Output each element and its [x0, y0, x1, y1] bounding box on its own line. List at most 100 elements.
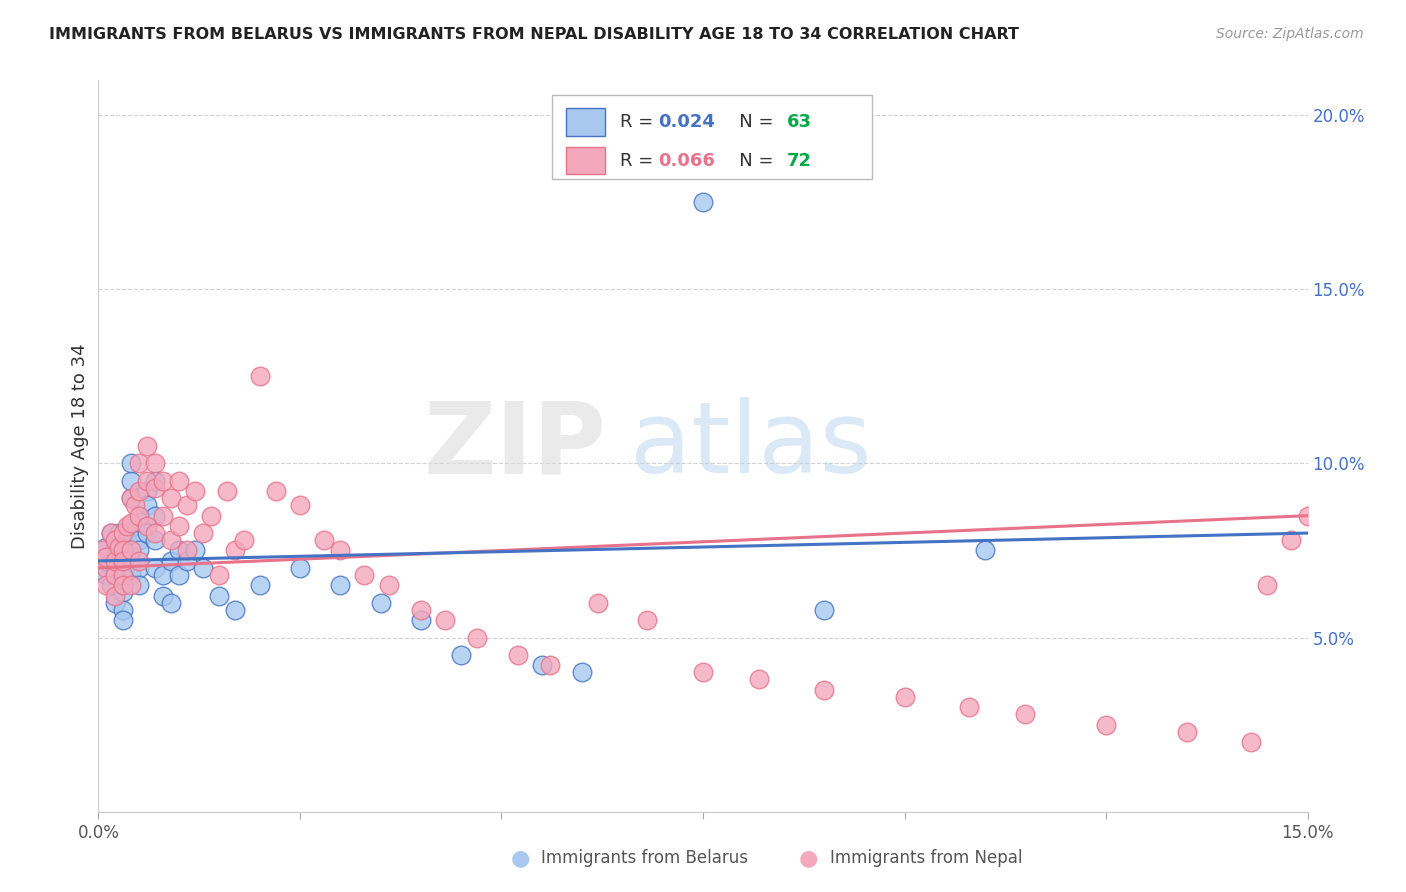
Point	[135, 519, 157, 533]
Point	[120, 516, 142, 530]
Point	[103, 567, 125, 582]
Point	[128, 561, 150, 575]
Point	[128, 554, 150, 568]
Point	[143, 474, 166, 488]
Point	[111, 585, 134, 599]
Point	[692, 195, 714, 210]
Point	[184, 543, 207, 558]
Text: Source: ZipAtlas.com: Source: ZipAtlas.com	[1216, 27, 1364, 41]
Point	[100, 526, 122, 541]
Point	[111, 554, 134, 568]
Point	[1296, 508, 1319, 523]
Point	[1175, 724, 1198, 739]
Point	[208, 567, 231, 582]
Point	[288, 561, 311, 575]
Point	[96, 554, 118, 568]
Text: 72: 72	[786, 152, 811, 169]
Point	[160, 596, 183, 610]
Point	[974, 543, 997, 558]
Point	[103, 550, 125, 565]
Point	[135, 498, 157, 512]
Point	[111, 526, 134, 541]
Point	[288, 498, 311, 512]
Point	[249, 369, 271, 384]
Point	[152, 508, 174, 523]
Point	[135, 474, 157, 488]
Point	[111, 578, 134, 592]
Point	[152, 567, 174, 582]
Y-axis label: Disability Age 18 to 34: Disability Age 18 to 34	[70, 343, 89, 549]
Point	[329, 543, 352, 558]
Point	[143, 533, 166, 547]
Point	[409, 613, 432, 627]
Point	[465, 631, 488, 645]
Point	[434, 613, 457, 627]
Text: 63: 63	[786, 112, 811, 131]
Text: N =: N =	[723, 152, 779, 169]
Point	[111, 567, 134, 582]
Point	[200, 508, 222, 523]
Point	[128, 508, 150, 523]
Point	[91, 543, 114, 558]
Point	[124, 498, 146, 512]
Point	[193, 561, 215, 575]
Text: 0.024: 0.024	[658, 112, 716, 131]
Point	[120, 567, 142, 582]
Point	[128, 578, 150, 592]
Point	[813, 682, 835, 697]
Text: 0.066: 0.066	[658, 152, 716, 169]
Point	[128, 533, 150, 547]
Point	[167, 543, 190, 558]
Point	[813, 603, 835, 617]
Point	[120, 578, 142, 592]
Point	[1095, 717, 1118, 731]
Point	[111, 578, 134, 592]
Text: ●: ●	[510, 848, 530, 868]
Point	[135, 484, 157, 499]
Point	[636, 613, 658, 627]
Point	[232, 533, 254, 547]
Text: IMMIGRANTS FROM BELARUS VS IMMIGRANTS FROM NEPAL DISABILITY AGE 18 TO 34 CORRELA: IMMIGRANTS FROM BELARUS VS IMMIGRANTS FR…	[49, 27, 1019, 42]
Point	[107, 543, 129, 558]
Point	[135, 526, 157, 541]
Point	[143, 526, 166, 541]
Point	[692, 665, 714, 680]
Point	[103, 540, 125, 554]
Point	[377, 578, 399, 592]
Point	[111, 603, 134, 617]
Point	[96, 567, 118, 582]
Point	[893, 690, 915, 704]
FancyBboxPatch shape	[567, 146, 605, 175]
Point	[103, 561, 125, 575]
Point	[217, 484, 239, 499]
Point	[208, 589, 231, 603]
Text: ZIP: ZIP	[423, 398, 606, 494]
Point	[103, 589, 125, 603]
Point	[264, 484, 287, 499]
Point	[160, 491, 183, 506]
Point	[115, 533, 138, 547]
Point	[143, 508, 166, 523]
Point	[167, 519, 190, 533]
Point	[586, 596, 609, 610]
Text: N =: N =	[723, 112, 779, 131]
FancyBboxPatch shape	[551, 95, 872, 179]
Point	[128, 508, 150, 523]
Point	[103, 596, 125, 610]
Point	[100, 526, 122, 541]
Point	[224, 603, 246, 617]
Point	[193, 526, 215, 541]
Point	[143, 561, 166, 575]
Point	[224, 543, 246, 558]
Point	[96, 550, 118, 565]
Point	[409, 603, 432, 617]
Point	[450, 648, 472, 662]
Point	[128, 484, 150, 499]
Point	[167, 474, 190, 488]
Point	[571, 665, 593, 680]
Point	[167, 567, 190, 582]
Point	[124, 519, 146, 533]
Point	[353, 567, 375, 582]
Point	[120, 543, 142, 558]
Text: R =: R =	[620, 152, 658, 169]
